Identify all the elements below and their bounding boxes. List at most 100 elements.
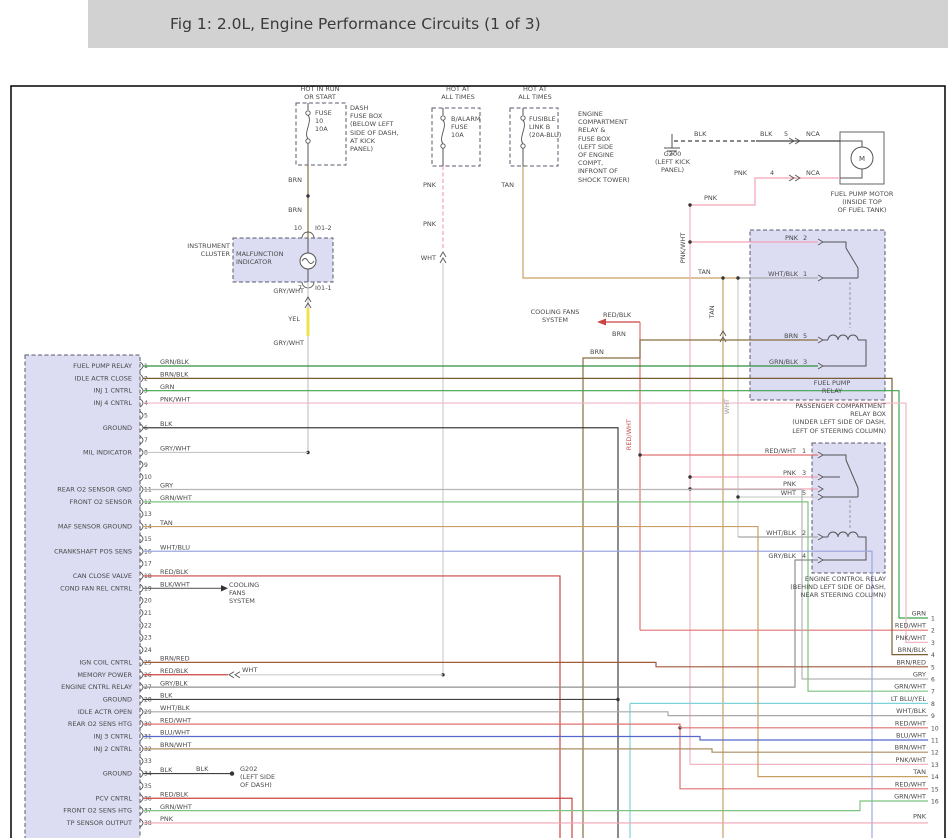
pin-function-label: INJ 3 CNTRL [94, 733, 133, 741]
wire-label-brn: BRN [288, 206, 302, 214]
pin-wire-label: BLK/WHT [160, 581, 190, 589]
pin-bracket [139, 435, 144, 445]
pin-function-label: INJ 2 CNTRL [94, 745, 133, 753]
relay-pin-number: 1 [803, 270, 808, 278]
wire-label-pnk: PNK [422, 220, 436, 228]
relay-coil-icon [827, 531, 859, 538]
pin-function-label: IDLE ACTR CLOSE [75, 374, 132, 382]
wire [822, 241, 847, 248]
junction-dot [721, 276, 725, 280]
wire-pin-6 [143, 427, 619, 838]
pin-wire-label: GRY/BLK [160, 679, 188, 687]
connector-chevron [794, 137, 801, 145]
pin-wire-label: PNK/WHT [160, 395, 191, 403]
pin-function-label: MAF SENSOR GROUND [58, 523, 132, 531]
relay-coil-icon [827, 334, 859, 341]
wire-label-redwht-vertical: RED/WHT [624, 419, 633, 451]
pin-number: 22 [144, 622, 152, 629]
connector-label-nca: NCA [806, 169, 820, 177]
right-wire-label: PNK/WHT [895, 756, 926, 764]
wire-label-yel: YEL [288, 315, 300, 323]
relay-pin-number: 5 [803, 332, 808, 340]
relay-pin-number: 4 [802, 552, 807, 560]
wire [522, 166, 740, 279]
right-wire-number: 9 [931, 713, 935, 720]
pin-wire-label: GRN/WHT [160, 803, 192, 811]
pin-bracket [139, 645, 144, 655]
pin-function-label: FRONT O2 SENSOR [70, 498, 133, 506]
relay-pin-number: 2 [803, 234, 808, 242]
pin-wire-label: GRY/WHT [160, 445, 191, 453]
connector-chevron [234, 671, 241, 679]
right-wire-number: 2 [931, 628, 935, 635]
wire-label-wht: WHT [242, 666, 258, 674]
right-wire-number: 8 [931, 701, 935, 708]
pin-number: 5 [784, 130, 789, 138]
pin-wire-label: PNK [160, 815, 174, 823]
pin-wire-label: BLK [160, 766, 173, 774]
pin-bracket [139, 596, 144, 606]
cluster-pin-number: 10 [293, 224, 302, 232]
right-wire-number: 13 [931, 762, 939, 769]
g202-ground-label: G202 (LEFT SIDE OF DASH) [240, 765, 276, 790]
wire-label-pnk: PNK [422, 181, 436, 189]
wire-pin-25 [143, 661, 928, 668]
relay-pin-wire: WHT [780, 489, 796, 497]
cluster-pin-bracket [301, 231, 315, 239]
figure-title: Fig 1: 2.0L, Engine Performance Circuits… [170, 15, 541, 33]
right-wire-label: RED/WHT [895, 719, 926, 727]
wire-label-blk: BLK [196, 765, 209, 773]
fuse-icon [521, 119, 525, 145]
relay-pin-wire: PNK [782, 469, 796, 477]
pin-bracket [139, 460, 144, 470]
right-wire-label: RED/WHT [895, 622, 926, 630]
pin-wire-label: RED/BLK [160, 667, 189, 675]
pin-number: 7 [144, 437, 148, 444]
malfunction-indicator-label: MALFUNCTION INDICATOR [236, 250, 284, 267]
pin-wire-label: GRN [160, 383, 175, 391]
wire-label-blk: BLK [694, 130, 707, 138]
pin-function-label: CRANKSHAFT POS SENS [54, 547, 132, 555]
right-wire-number: 15 [931, 786, 939, 793]
mil-bulb-icon [301, 258, 315, 264]
pin-number: 33 [144, 758, 152, 765]
connector-chevron [439, 251, 447, 258]
relay-pin-wire: WHT/BLK [766, 529, 796, 537]
pin-function-label: GROUND [103, 424, 132, 432]
pin-number: 5 [144, 412, 148, 419]
right-wire-label: BRN/RED [896, 658, 926, 666]
pin-function-label: GROUND [103, 770, 132, 778]
connector-chevron [788, 174, 795, 182]
engine-control-relay-note: ENGINE CONTROL RELAY (BEHIND LEFT SIDE O… [790, 575, 886, 600]
wire [845, 459, 859, 489]
wire [822, 339, 867, 367]
wire-label-pnkwht-vertical: PNK/WHT [678, 232, 687, 264]
connector-id: I01-1 [315, 284, 332, 292]
wire [690, 177, 840, 206]
pin-wire-label: BRN/BLK [160, 371, 189, 379]
fuel-pump-relay-label: FUEL PUMP RELAY [813, 379, 851, 396]
fuse-icon [305, 138, 311, 144]
junction-dot [736, 276, 740, 280]
pin-bracket [139, 411, 144, 420]
pin-function-label: CAN CLOSE VALVE [73, 572, 132, 580]
right-wire-label: PNK [913, 813, 927, 821]
motor-m-label: M [859, 155, 865, 163]
wire-label-grywht: GRY/WHT [273, 287, 304, 295]
pin-function-label: IDLE ACTR OPEN [78, 708, 132, 716]
connector-chevron [817, 485, 824, 493]
balarm-fuse-label: B/ALARM FUSE 10A [451, 115, 481, 140]
wire-pin-36 [143, 797, 573, 838]
relay-pin-wire: PNK [784, 234, 798, 242]
right-wire-number: 4 [931, 652, 935, 659]
wire-label-wht: WHT [420, 254, 436, 262]
fuse-icon [520, 143, 526, 149]
pin-wire-label: TAN [159, 519, 173, 527]
pin-number: 10 [144, 474, 152, 481]
fuse-icon [520, 115, 526, 121]
pin-wire-label: BLK [160, 692, 173, 700]
dash-fuse-note: DASH FUSE BOX (BELOW LEFT SIDE OF DASH, … [350, 104, 399, 154]
right-wire-number: 3 [931, 640, 935, 647]
pin-bracket [139, 509, 144, 519]
